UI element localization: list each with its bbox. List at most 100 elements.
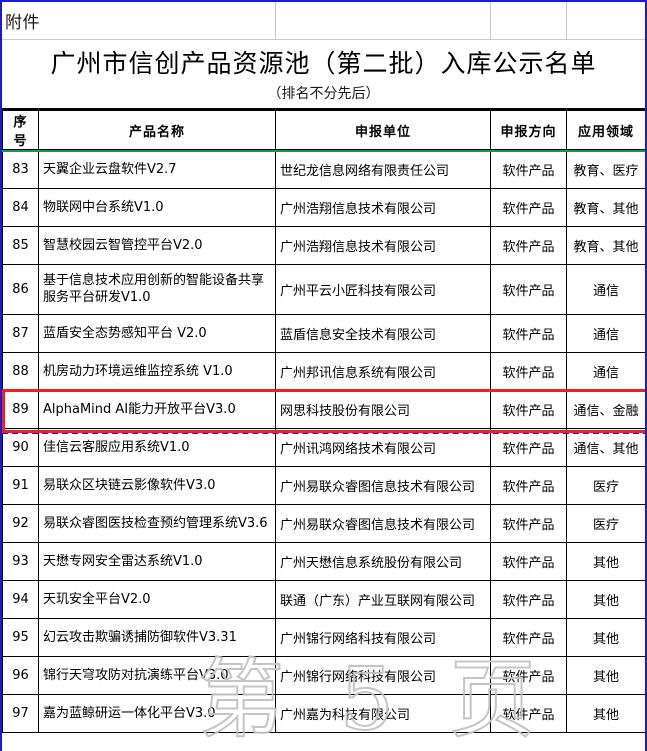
cell-applicant: 广州浩翔信息技术有限公司	[275, 187, 491, 227]
cell-domain: 通信、金融	[566, 389, 645, 429]
cell-index: 88	[2, 351, 39, 391]
attachment-label: 附件	[5, 13, 40, 33]
cell-applicant: 网思科技股份有限公司	[275, 389, 491, 429]
table-row[interactable]: 86 基于信息技术应用创新的智能设备共享服务平台研发V1.0 广州平云小匠科技有限公…	[2, 263, 645, 315]
cell-index: 83	[2, 149, 39, 189]
table-header: 序号 产品名称 申报单位 申报方向 应用领域	[2, 110, 645, 151]
table-row[interactable]: 93 天懋专网安全雷达系统V1.0 广州天懋信息系统股份有限公司 软件产品 其他	[2, 541, 645, 581]
cell-domain: 通信	[566, 313, 645, 353]
cell-applicant: 广州邦讯信息系统有限公司	[275, 351, 491, 391]
table-row[interactable]: 96 锦行天穹攻防对抗演练平台V3.0 广州锦行网络科技有限公司 软件产品 其他	[2, 655, 645, 695]
cell-applicant: 联通（广东）产业互联网有限公司	[275, 579, 491, 619]
column-header-index: 序号	[2, 110, 39, 151]
cell-domain: 通信	[566, 263, 645, 315]
table-row[interactable]: 95 幻云攻击欺骗诱捕防御软件V3.31 广州锦行网络科技有限公司 软件产品 其他	[2, 617, 645, 657]
cell-direction: 软件产品	[490, 225, 567, 265]
column-header-product: 产品名称	[38, 110, 276, 151]
cell-domain: 其他	[566, 541, 645, 581]
cell-divider	[275, 2, 276, 39]
table-header-row: 序号 产品名称 申报单位 申报方向 应用领域	[2, 110, 645, 151]
cell-index: 93	[2, 541, 39, 581]
table-row[interactable]: 94 天玑安全平台V2.0 联通（广东）产业互联网有限公司 软件产品 其他	[2, 579, 645, 619]
title-block: 广州市信创产品资源池（第二批）入库公示名单 （排名不分先后）	[2, 40, 645, 110]
cell-domain: 其他	[566, 579, 645, 619]
cell-domain: 教育、其他	[566, 187, 645, 227]
cell-direction: 软件产品	[490, 541, 567, 581]
cell-applicant: 广州天懋信息系统股份有限公司	[275, 541, 491, 581]
cell-direction: 软件产品	[490, 617, 567, 657]
cell-domain: 其他	[566, 617, 645, 657]
cell-index: 97	[2, 693, 39, 733]
cell-product: 易联众区块链云影像软件V3.0	[38, 465, 276, 505]
column-header-domain: 应用领域	[566, 110, 645, 151]
cell-index: 86	[2, 263, 39, 315]
table-row[interactable]: 92 易联众睿图医技检查预约管理系统V3.6 广州易联众睿图信息技术有限公司 软件产品…	[2, 503, 645, 543]
table-row[interactable]: 85 智慧校园云智管控平台V2.0 广州浩翔信息技术有限公司 软件产品 教育、其他	[2, 225, 645, 265]
cell-domain: 通信、其他	[566, 427, 645, 467]
table-row[interactable]: 90 佳信云客服应用系统V1.0 广州讯鸿网络技术有限公司 软件产品 通信、其他	[2, 427, 645, 467]
column-header-applicant: 申报单位	[275, 110, 491, 151]
page-subtitle: （排名不分先后）	[267, 86, 380, 102]
table-row[interactable]: 91 易联众区块链云影像软件V3.0 广州易联众睿图信息技术有限公司 软件产品 医疗	[2, 465, 645, 505]
cell-product: 易联众睿图医技检查预约管理系统V3.6	[38, 503, 276, 543]
column-header-direction: 申报方向	[490, 110, 567, 151]
cell-direction: 软件产品	[490, 313, 567, 353]
cell-index: 87	[2, 313, 39, 353]
cell-applicant: 广州嘉为科技有限公司	[275, 693, 491, 733]
cell-product: AlphaMind AI能力开放平台V3.0	[38, 389, 276, 429]
cell-direction: 软件产品	[490, 389, 567, 429]
cell-direction: 软件产品	[490, 655, 567, 695]
cell-domain: 教育、其他	[566, 225, 645, 265]
attachment-row: 附件	[2, 2, 645, 40]
cell-product: 天翼企业云盘软件V2.7	[38, 149, 276, 189]
cell-divider	[566, 2, 567, 39]
table-body: 83 天翼企业云盘软件V2.7 世纪龙信息网络有限责任公司 软件产品 教育、医疗 84 物联…	[2, 149, 645, 733]
product-listing-table: 序号 产品名称 申报单位 申报方向 应用领域 83 天翼企业云盘软件V2.7 世纪龙…	[2, 110, 645, 733]
table-row[interactable]: 84 物联网中台系统V1.0 广州浩翔信息技术有限公司 软件产品 教育、其他	[2, 187, 645, 227]
cell-product: 幻云攻击欺骗诱捕防御软件V3.31	[38, 617, 276, 657]
table-row[interactable]: 87 蓝盾安全态势感知平台 V2.0 蓝盾信息安全技术有限公司 软件产品 通信	[2, 313, 645, 353]
cell-divider	[490, 2, 491, 39]
cell-direction: 软件产品	[490, 263, 567, 315]
cell-product: 智慧校园云智管控平台V2.0	[38, 225, 276, 265]
cell-product: 物联网中台系统V1.0	[38, 187, 276, 227]
cell-product: 佳信云客服应用系统V1.0	[38, 427, 276, 467]
cell-direction: 软件产品	[490, 351, 567, 391]
cell-direction: 软件产品	[490, 187, 567, 227]
cell-applicant: 广州平云小匠科技有限公司	[275, 263, 491, 315]
table-row[interactable]: 88 机房动力环境运维监控系统 V1.0 广州邦讯信息系统有限公司 软件产品 通信	[2, 351, 645, 391]
cell-applicant: 广州易联众睿图信息技术有限公司	[275, 465, 491, 505]
cell-index: 91	[2, 465, 39, 505]
cell-index: 96	[2, 655, 39, 695]
cell-applicant: 世纪龙信息网络有限责任公司	[275, 149, 491, 189]
cell-index: 84	[2, 187, 39, 227]
cell-product: 锦行天穹攻防对抗演练平台V3.0	[38, 655, 276, 695]
cell-index: 90	[2, 427, 39, 467]
table-row[interactable]: 83 天翼企业云盘软件V2.7 世纪龙信息网络有限责任公司 软件产品 教育、医疗	[2, 149, 645, 189]
cell-applicant: 广州锦行网络科技有限公司	[275, 655, 491, 695]
cell-direction: 软件产品	[490, 579, 567, 619]
cell-product: 天玑安全平台V2.0	[38, 579, 276, 619]
cell-direction: 软件产品	[490, 149, 567, 189]
cell-direction: 软件产品	[490, 503, 567, 543]
cell-applicant: 广州锦行网络科技有限公司	[275, 617, 491, 657]
table-row[interactable]: 97 嘉为蓝鲸研运一体化平台V3.0 广州嘉为科技有限公司 软件产品 其他	[2, 693, 645, 733]
cell-direction: 软件产品	[490, 465, 567, 505]
cell-product: 天懋专网安全雷达系统V1.0	[38, 541, 276, 581]
cell-domain: 通信	[566, 351, 645, 391]
cell-applicant: 广州讯鸿网络技术有限公司	[275, 427, 491, 467]
cell-index: 94	[2, 579, 39, 619]
cell-product: 机房动力环境运维监控系统 V1.0	[38, 351, 276, 391]
table-row[interactable]: 89 AlphaMind AI能力开放平台V3.0 网思科技股份有限公司 软件产品 通信…	[2, 389, 645, 429]
cell-domain: 医疗	[566, 465, 645, 505]
cell-domain: 其他	[566, 655, 645, 695]
cell-index: 89	[2, 389, 39, 429]
cell-applicant: 广州易联众睿图信息技术有限公司	[275, 503, 491, 543]
cell-direction: 软件产品	[490, 693, 567, 733]
page-title: 广州市信创产品资源池（第二批）入库公示名单	[50, 49, 597, 78]
cell-applicant: 广州浩翔信息技术有限公司	[275, 225, 491, 265]
cell-domain: 教育、医疗	[566, 149, 645, 189]
cell-domain: 其他	[566, 693, 645, 733]
cell-index: 92	[2, 503, 39, 543]
